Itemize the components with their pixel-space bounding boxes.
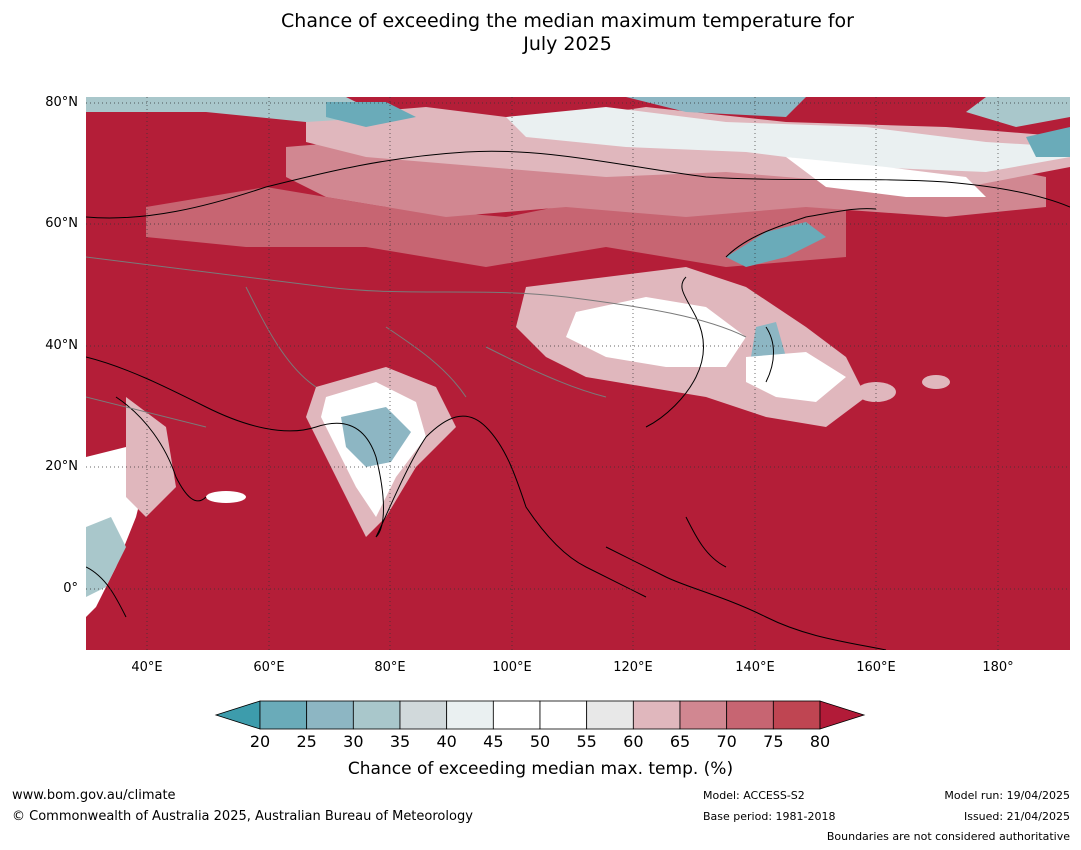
copyright-notice: © Commonwealth of Australia 2025, Austra… — [12, 809, 473, 824]
colorbar-swatch-65-70 — [679, 700, 728, 730]
colorbar-tick-75: 75 — [763, 732, 784, 751]
region-arctic-blue-5 — [1026, 127, 1070, 157]
borders — [86, 256, 747, 428]
colorbar-tick-25: 25 — [296, 732, 317, 751]
blob-ocean-2 — [922, 375, 950, 389]
graticule — [86, 97, 1070, 650]
region-arctic-blue-3 — [626, 97, 806, 117]
blob-ocean-1 — [856, 382, 896, 402]
region-arctic-blue-2 — [326, 102, 416, 127]
lon-label-140e: 140°E — [735, 660, 775, 675]
colorbar-tick-65: 65 — [669, 732, 691, 751]
lon-label-180: 180° — [982, 660, 1014, 675]
colorbar-tick-45: 45 — [483, 732, 504, 751]
region-arctic-white-2 — [786, 157, 986, 197]
boundaries-disclaimer: Boundaries are not considered authoritat… — [826, 830, 1070, 843]
colorbar-swatch-70-75 — [726, 700, 774, 730]
region-africa-pale — [126, 397, 176, 517]
blob-arabia — [206, 491, 246, 503]
model-name: Model: ACCESS-S2 — [703, 789, 805, 802]
lat-label-60n: 60°N — [45, 216, 78, 231]
colorbar-swatch-75-80 — [772, 700, 821, 730]
region-arctic-blue-4 — [966, 97, 1070, 127]
colorbar-swatch-60-65 — [632, 700, 681, 730]
probability-map — [86, 97, 1070, 650]
colorbar-tick-40: 40 — [436, 732, 457, 751]
base-period: Base period: 1981-2018 — [703, 810, 836, 823]
colorbar-swatch-20-25 — [259, 700, 308, 730]
lon-label-60e: 60°E — [253, 660, 285, 675]
region-arctic-blue — [86, 97, 386, 122]
colorbar-tick-35: 35 — [389, 732, 411, 751]
region-east-asia-white — [566, 297, 746, 367]
colorbar-swatch-45-50 — [492, 700, 541, 730]
colorbar-tick-60: 60 — [623, 732, 644, 751]
model-run-date: Model run: 19/04/2025 — [944, 789, 1070, 802]
lat-label-40n: 40°N — [45, 338, 78, 353]
lon-label-80e: 80°E — [374, 660, 406, 675]
colorbar-tick-55: 55 — [576, 732, 597, 751]
colorbar-swatch-25-30 — [306, 700, 354, 730]
issued-date: Issued: 21/04/2025 — [963, 810, 1070, 823]
website-url: www.bom.gov.au/climate — [12, 788, 176, 803]
colorbar-swatch-35-40 — [399, 700, 448, 730]
map-panel — [86, 97, 1070, 650]
colorbar-swatch-55-60 — [586, 700, 634, 730]
region-south-asia-blue — [341, 407, 411, 467]
lat-label-80n: 80°N — [45, 95, 78, 110]
coastlines — [86, 150, 1070, 650]
colorbar-over-arrow — [819, 700, 866, 730]
lat-label-0: 0° — [63, 581, 78, 596]
title-line-1: Chance of exceeding the median maximum t… — [281, 10, 854, 32]
colorbar-tick-80: 80 — [809, 732, 831, 751]
colorbar-label: Chance of exceeding median max. temp. (%… — [347, 759, 734, 779]
region-okhotsk-blue — [726, 222, 826, 267]
colorbar-swatch-30-35 — [352, 700, 401, 730]
lon-label-100e: 100°E — [492, 660, 532, 675]
colorbar-under-arrow — [214, 700, 261, 730]
lon-label-40e: 40°E — [131, 660, 163, 675]
colorbar — [214, 700, 866, 730]
title-line-2: July 2025 — [523, 33, 612, 55]
colorbar-swatch-50-55 — [539, 700, 588, 730]
region-africa-blue — [86, 517, 126, 597]
map-title: Chance of exceeding the median maximum t… — [0, 10, 1081, 56]
colorbar-tick-30: 30 — [343, 732, 364, 751]
lon-label-160e: 160°E — [856, 660, 896, 675]
colorbar-swatch-40-45 — [446, 700, 494, 730]
colorbar-tick-20: 20 — [249, 732, 271, 751]
lat-label-20n: 20°N — [45, 459, 78, 474]
lon-label-120e: 120°E — [613, 660, 653, 675]
region-arctic-white — [506, 107, 1070, 172]
colorbar-tick-50: 50 — [529, 732, 551, 751]
region-pacific-white — [746, 352, 846, 402]
colorbar-swatches — [214, 700, 866, 730]
colorbar-tick-70: 70 — [716, 732, 737, 751]
